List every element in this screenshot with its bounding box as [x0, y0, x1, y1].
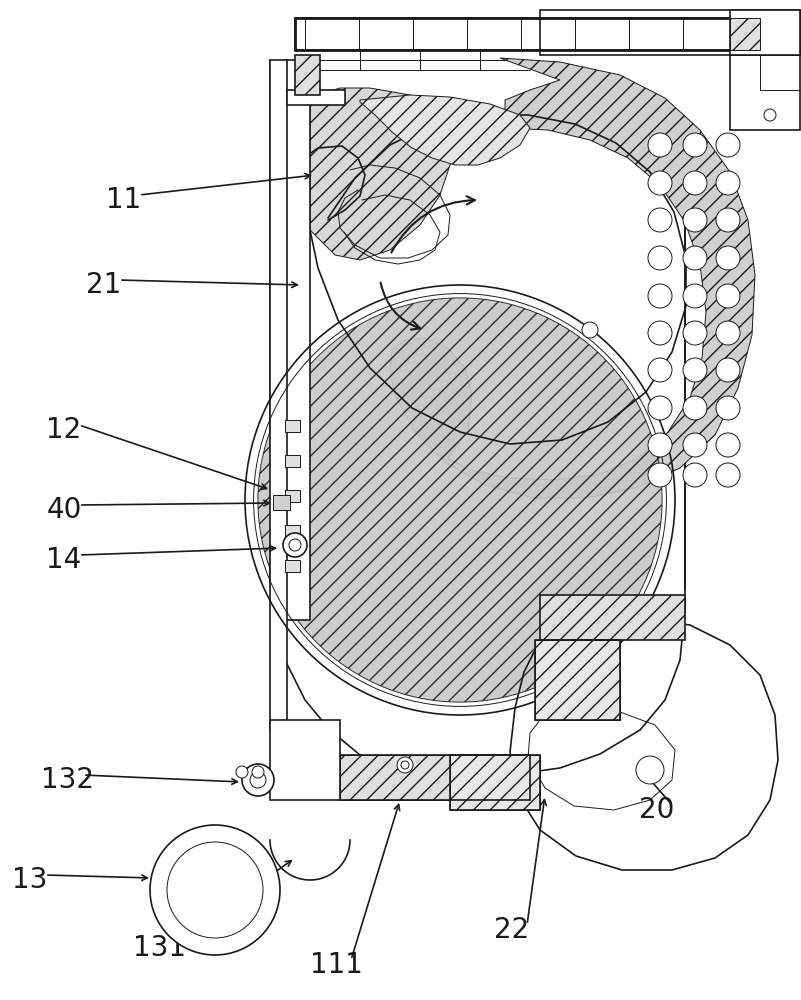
Circle shape	[716, 358, 740, 382]
Polygon shape	[285, 560, 300, 572]
Circle shape	[167, 842, 263, 938]
Circle shape	[716, 433, 740, 457]
Polygon shape	[540, 595, 685, 640]
Circle shape	[648, 208, 672, 232]
Circle shape	[636, 756, 664, 784]
Circle shape	[236, 766, 248, 778]
Circle shape	[683, 133, 707, 157]
Circle shape	[648, 463, 672, 487]
Circle shape	[648, 133, 672, 157]
Polygon shape	[273, 495, 290, 510]
Circle shape	[683, 358, 707, 382]
Circle shape	[716, 321, 740, 345]
Circle shape	[716, 284, 740, 308]
Circle shape	[582, 322, 598, 338]
Polygon shape	[310, 88, 460, 260]
Circle shape	[250, 772, 266, 788]
Polygon shape	[730, 18, 760, 50]
Circle shape	[289, 539, 301, 551]
Circle shape	[252, 766, 264, 778]
Text: 131: 131	[134, 934, 187, 962]
Circle shape	[716, 133, 740, 157]
Polygon shape	[285, 60, 310, 620]
Circle shape	[683, 208, 707, 232]
Text: 14: 14	[46, 546, 82, 574]
Circle shape	[648, 171, 672, 195]
Polygon shape	[270, 720, 340, 800]
Polygon shape	[730, 10, 800, 55]
Circle shape	[683, 321, 707, 345]
Circle shape	[683, 396, 707, 420]
Polygon shape	[295, 55, 320, 95]
Text: 40: 40	[46, 496, 82, 524]
Polygon shape	[450, 755, 540, 810]
Text: 20: 20	[639, 796, 674, 824]
Circle shape	[716, 246, 740, 270]
Circle shape	[648, 321, 672, 345]
Polygon shape	[535, 640, 620, 720]
Text: 21: 21	[87, 271, 122, 299]
Circle shape	[764, 109, 776, 121]
Polygon shape	[285, 455, 300, 467]
Text: 111: 111	[309, 951, 362, 979]
Circle shape	[716, 396, 740, 420]
Polygon shape	[285, 420, 300, 432]
Polygon shape	[340, 755, 530, 800]
Circle shape	[716, 208, 740, 232]
Circle shape	[648, 358, 672, 382]
Circle shape	[648, 246, 672, 270]
Polygon shape	[390, 58, 755, 498]
Text: 13: 13	[12, 866, 48, 894]
Circle shape	[648, 284, 672, 308]
Circle shape	[648, 433, 672, 457]
Text: 22: 22	[494, 916, 529, 944]
Circle shape	[683, 433, 707, 457]
Polygon shape	[285, 525, 300, 537]
Circle shape	[683, 284, 707, 308]
Polygon shape	[285, 490, 300, 502]
Circle shape	[283, 533, 307, 557]
Circle shape	[401, 761, 409, 769]
Circle shape	[683, 171, 707, 195]
Circle shape	[683, 463, 707, 487]
Circle shape	[648, 396, 672, 420]
Circle shape	[716, 463, 740, 487]
Circle shape	[683, 246, 707, 270]
Text: 11: 11	[107, 186, 142, 214]
Text: 132: 132	[42, 766, 95, 794]
Circle shape	[397, 757, 413, 773]
Circle shape	[716, 171, 740, 195]
Polygon shape	[360, 95, 530, 165]
Polygon shape	[287, 90, 345, 105]
Polygon shape	[270, 60, 287, 730]
Text: 12: 12	[46, 416, 82, 444]
Circle shape	[242, 764, 274, 796]
Polygon shape	[258, 298, 662, 702]
Circle shape	[150, 825, 280, 955]
